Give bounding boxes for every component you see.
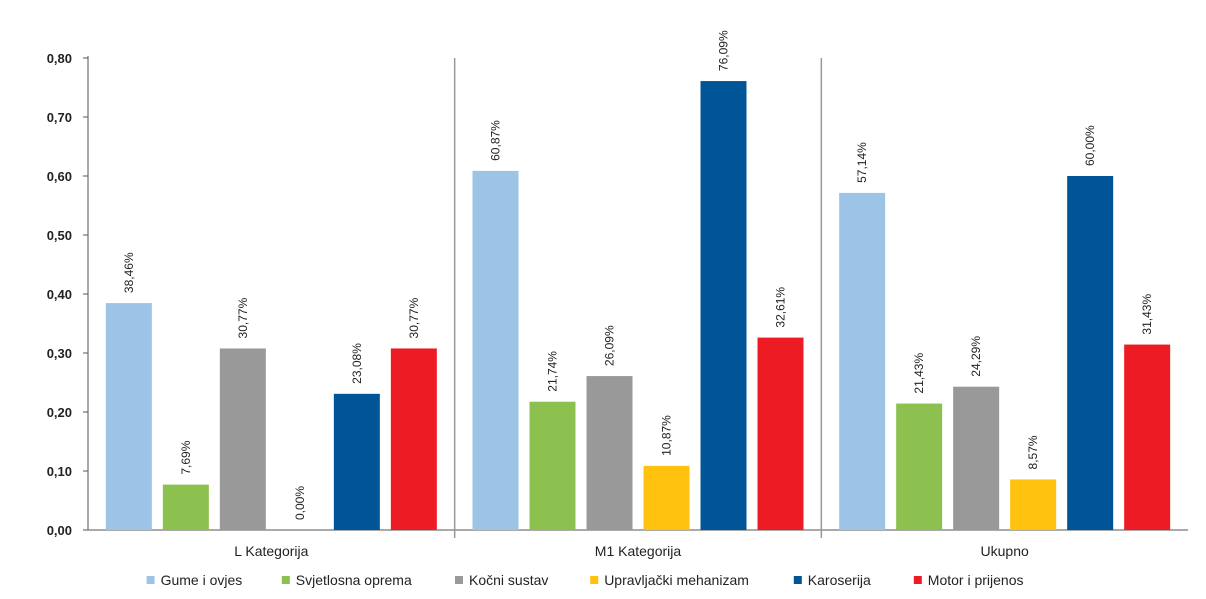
y-tick-label: 0,10 bbox=[47, 464, 72, 479]
legend-label: Upravljački mehanizam bbox=[604, 572, 749, 588]
legend-label: Karoserija bbox=[808, 572, 871, 588]
data-label: 24,29% bbox=[969, 336, 983, 377]
bar bbox=[586, 376, 633, 530]
data-label: 0,00% bbox=[293, 486, 307, 520]
y-tick-label: 0,40 bbox=[47, 287, 72, 302]
bar bbox=[839, 192, 886, 530]
bar bbox=[1124, 344, 1171, 530]
bar bbox=[162, 484, 209, 530]
y-tick-label: 0,20 bbox=[47, 405, 72, 420]
data-label: 60,87% bbox=[489, 120, 503, 161]
legend-swatch bbox=[146, 576, 155, 584]
bar bbox=[757, 337, 804, 530]
y-tick-label: 0,60 bbox=[47, 169, 72, 184]
legend-label: Svjetlosna oprema bbox=[296, 572, 412, 588]
data-label: 8,57% bbox=[1026, 435, 1040, 469]
y-tick-label: 0,80 bbox=[47, 51, 72, 66]
data-label: 26,09% bbox=[603, 325, 617, 366]
data-label: 76,09% bbox=[717, 30, 731, 71]
y-tick-label: 0,30 bbox=[47, 346, 72, 361]
y-tick-label: 0,70 bbox=[47, 110, 72, 125]
bar bbox=[390, 348, 437, 530]
bar bbox=[472, 170, 519, 530]
bar bbox=[219, 348, 266, 530]
data-label: 10,87% bbox=[660, 415, 674, 456]
data-label: 32,61% bbox=[774, 287, 788, 328]
y-tick-label: 0,00 bbox=[47, 523, 72, 538]
data-label: 7,69% bbox=[179, 440, 193, 474]
x-category-label: M1 Kategorija bbox=[595, 543, 682, 559]
bar bbox=[953, 386, 1000, 530]
legend-label: Motor i prijenos bbox=[928, 572, 1024, 588]
data-label: 21,43% bbox=[912, 353, 926, 394]
legend-swatch bbox=[455, 576, 463, 584]
bar bbox=[643, 465, 690, 530]
bar bbox=[529, 401, 576, 530]
data-label: 21,74% bbox=[546, 351, 560, 392]
data-label: 57,14% bbox=[855, 142, 869, 183]
bar bbox=[1067, 176, 1114, 530]
bar bbox=[333, 393, 380, 530]
legend-swatch bbox=[793, 576, 802, 584]
bar bbox=[1010, 479, 1057, 530]
legend-swatch bbox=[281, 576, 290, 584]
data-label: 60,00% bbox=[1083, 125, 1097, 166]
data-label: 31,43% bbox=[1140, 294, 1154, 335]
data-label: 38,46% bbox=[122, 252, 136, 293]
bar bbox=[700, 81, 747, 530]
x-category-label: L Kategorija bbox=[234, 543, 308, 559]
bar bbox=[896, 403, 943, 530]
legend-label: Gume i ovjes bbox=[161, 572, 243, 588]
data-label: 23,08% bbox=[350, 343, 364, 384]
y-tick-label: 0,50 bbox=[47, 228, 72, 243]
x-category-label: Ukupno bbox=[981, 543, 1029, 559]
legend-label: Kočni sustav bbox=[469, 572, 548, 588]
bar bbox=[105, 303, 152, 530]
data-label: 30,77% bbox=[407, 297, 421, 338]
data-label: 30,77% bbox=[236, 297, 250, 338]
legend-swatch bbox=[913, 576, 922, 584]
legend-swatch bbox=[590, 576, 599, 584]
